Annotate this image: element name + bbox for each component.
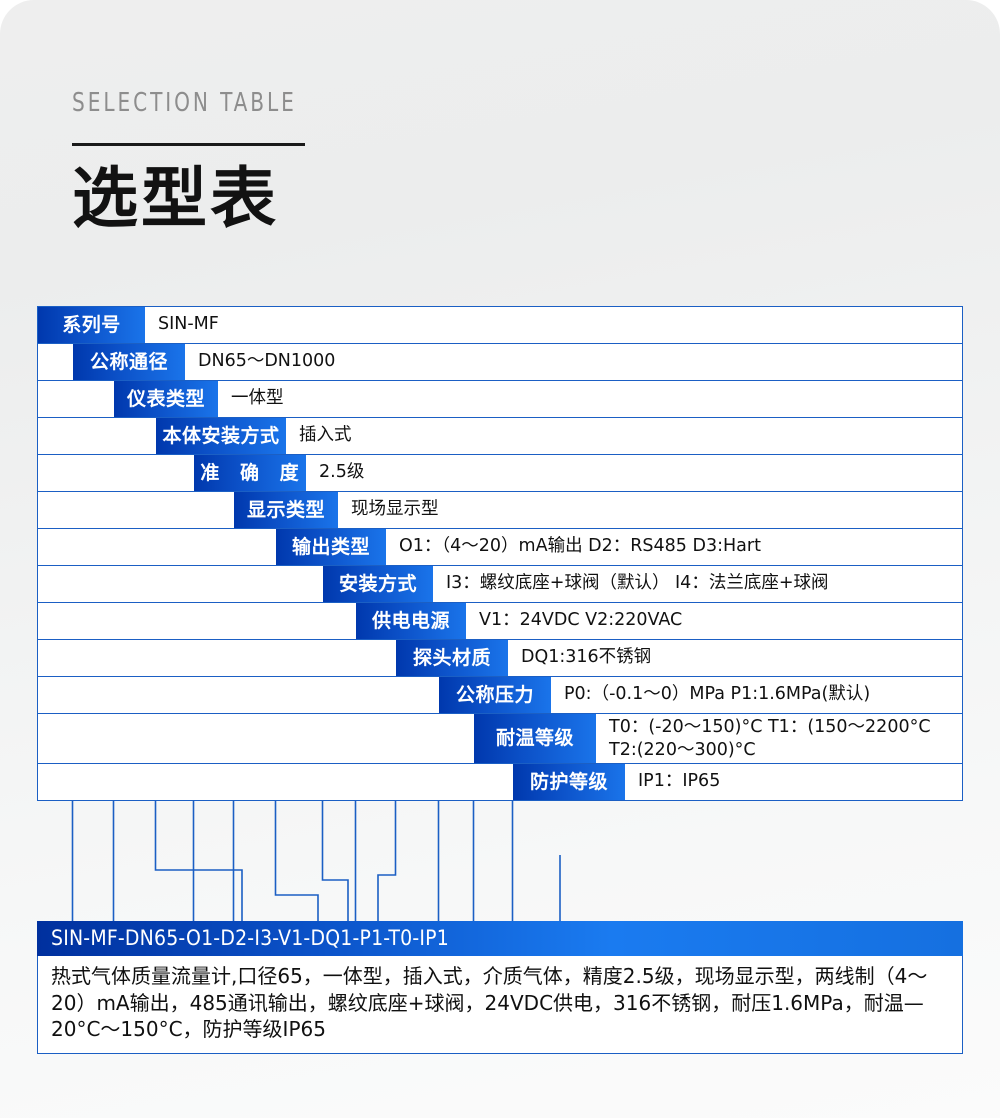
row-value-probe-material: DQ1:316不锈钢 <box>521 647 652 668</box>
row-value-nominal-diameter: DN65～DN1000 <box>198 351 336 372</box>
row-indent <box>38 492 234 528</box>
row-label-accuracy: 准 确 度 <box>194 455 306 491</box>
row-label-body-mounting: 本体安装方式 <box>156 418 286 454</box>
row-indent <box>38 677 439 713</box>
row-value-output-type: O1：（4～20）mA输出 D2：RS485 D3:Hart <box>399 536 761 557</box>
row-label-probe-material: 探头材质 <box>396 640 508 676</box>
row-indent <box>38 764 513 800</box>
table-row[interactable]: 探头材质 DQ1:316不锈钢 <box>37 639 963 677</box>
table-row[interactable]: 输出类型 O1：（4～20）mA输出 D2：RS485 D3:Hart <box>37 528 963 566</box>
row-indent <box>38 714 474 763</box>
table-row[interactable]: 仪表类型 一体型 <box>37 380 963 418</box>
row-value-accuracy: 2.5级 <box>319 462 365 483</box>
result-model-code: SIN-MF-DN65-O1-D2-I3-V1-DQ1-P1-T0-IP1 <box>37 921 963 956</box>
row-label-nominal-diameter: 公称通径 <box>73 344 185 380</box>
page-title: 选型表 <box>72 160 279 237</box>
row-value-series-number: SIN-MF <box>158 314 219 335</box>
row-indent <box>38 529 276 565</box>
row-indent <box>38 381 114 417</box>
row-label-power-supply: 供电电源 <box>356 603 466 639</box>
table-row[interactable]: 准 确 度 2.5级 <box>37 454 963 492</box>
row-indent <box>38 344 73 380</box>
row-label-protection-rating: 防护等级 <box>513 764 625 800</box>
row-label-display-type: 显示类型 <box>234 492 338 528</box>
page-eyebrow-title: SELECTION TABLE <box>72 88 297 118</box>
selection-table: 系列号 SIN-MF 公称通径 DN65～DN1000 仪表类型 一体型 本体安… <box>37 306 963 801</box>
row-indent <box>38 455 194 491</box>
row-label-nominal-pressure: 公称压力 <box>439 677 551 713</box>
header-divider-rule <box>72 143 305 146</box>
table-row[interactable]: 公称压力 P0:（-0.1～0）MPa P1:1.6MPa(默认) <box>37 676 963 714</box>
table-row[interactable]: 防护等级 IP1：IP65 <box>37 763 963 801</box>
table-row[interactable]: 公称通径 DN65～DN1000 <box>37 343 963 381</box>
row-label-installation-type: 安装方式 <box>323 566 433 602</box>
row-value-meter-type: 一体型 <box>231 388 284 409</box>
table-row[interactable]: 供电电源 V1：24VDC V2:220VAC <box>37 602 963 640</box>
row-indent <box>38 566 323 602</box>
row-value-power-supply: V1：24VDC V2:220VAC <box>479 610 683 631</box>
row-value-display-type: 现场显示型 <box>351 499 439 520</box>
table-row[interactable]: 系列号 SIN-MF <box>37 306 963 344</box>
table-row[interactable]: 安装方式 I3：螺纹底座+球阀（默认） I4：法兰底座+球阀 <box>37 565 963 603</box>
row-label-meter-type: 仪表类型 <box>114 381 218 417</box>
table-row[interactable]: 本体安装方式 插入式 <box>37 417 963 455</box>
row-value-nominal-pressure: P0:（-0.1～0）MPa P1:1.6MPa(默认) <box>564 684 871 705</box>
row-value-protection-rating: IP1：IP65 <box>638 771 721 792</box>
row-indent <box>38 640 396 676</box>
row-value-installation-type: I3：螺纹底座+球阀（默认） I4：法兰底座+球阀 <box>446 573 829 594</box>
row-label-output-type: 输出类型 <box>276 529 386 565</box>
result-block: SIN-MF-DN65-O1-D2-I3-V1-DQ1-P1-T0-IP1 热式… <box>37 921 963 1054</box>
row-indent <box>38 418 156 454</box>
row-label-series-number: 系列号 <box>38 307 145 343</box>
table-row[interactable]: 耐温等级 T0：(-20～150)°C T1：(150～2200°C T2:(2… <box>37 713 963 764</box>
row-indent <box>38 603 356 639</box>
row-label-temperature-rating: 耐温等级 <box>474 714 596 763</box>
result-description: 热式气体质量流量计,口径65，一体型，插入式，介质气体，精度2.5级，现场显示型… <box>37 956 963 1054</box>
row-value-body-mounting: 插入式 <box>299 425 352 446</box>
row-value-temperature-rating: T0：(-20～150)°C T1：(150～2200°C T2:(220～30… <box>609 716 931 760</box>
table-row[interactable]: 显示类型 现场显示型 <box>37 491 963 529</box>
page-header: SELECTION TABLE 选型表 <box>72 88 333 236</box>
